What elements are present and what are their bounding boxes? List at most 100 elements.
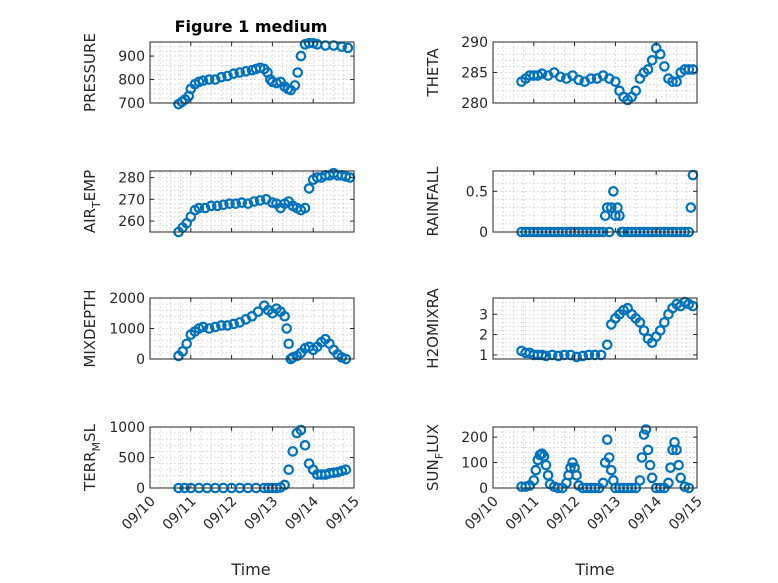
data-point <box>540 350 552 362</box>
y-tick-label: 0 <box>136 481 145 497</box>
data-point <box>216 71 227 83</box>
data-point <box>567 457 578 468</box>
data-point <box>530 464 542 476</box>
axes-frame <box>149 41 355 104</box>
data-point <box>671 444 682 456</box>
data-point <box>654 48 666 60</box>
data-point <box>230 198 241 209</box>
data-point <box>610 76 621 87</box>
air-temp-axes: 260 270 280 AIRTEMP <box>81 167 356 238</box>
data-point <box>234 67 246 78</box>
pressure-axes: 700 800 900 PRESSURE <box>81 33 355 112</box>
y-axis-label: TERRMSL <box>81 423 103 492</box>
axes-frame <box>149 170 355 233</box>
y-tick-label: 0 <box>136 352 145 368</box>
data-point <box>603 452 615 463</box>
data-point <box>218 199 229 211</box>
y-tick-label: 2000 <box>109 291 145 307</box>
x-tick-label: 09/14 <box>282 493 322 533</box>
y-tick-label: 0 <box>479 481 488 497</box>
data-point <box>340 464 352 475</box>
data-point <box>292 67 303 78</box>
data-point <box>242 198 254 209</box>
y-tick-label: 3 <box>479 307 488 323</box>
data-point <box>299 439 311 451</box>
x-tick-label: 09/10 <box>462 494 502 534</box>
data-point <box>203 74 215 85</box>
y-tick-label: 290 <box>461 35 488 51</box>
y-tick-label: 270 <box>118 192 145 208</box>
data-point <box>254 195 266 206</box>
y-tick-label: 900 <box>118 49 145 65</box>
data-point <box>601 339 613 351</box>
data-point <box>659 317 670 328</box>
data-point <box>646 54 658 66</box>
data-point <box>571 469 582 481</box>
data-point <box>638 325 650 336</box>
x-tick-label: 09/13 <box>241 494 281 534</box>
data-point <box>252 306 264 318</box>
x-tick-label: 09/12 <box>201 494 241 534</box>
data-point <box>295 50 307 62</box>
data-point <box>634 475 646 486</box>
theta-axes: 280 285 290 THETA <box>424 35 699 112</box>
figure-title: Figure 1 medium <box>175 17 328 36</box>
data-point <box>281 323 292 334</box>
y-axis-label: AIRTEMP <box>81 170 103 233</box>
y-tick-label: 2 <box>479 328 488 344</box>
x-tick-label: 09/11 <box>503 494 543 534</box>
data-point <box>222 320 233 331</box>
data-point <box>646 472 658 484</box>
data-point <box>283 464 295 475</box>
data-point <box>601 434 613 446</box>
y-tick-label: 0.5 <box>466 184 488 200</box>
rainfall-axes: 0 0.5 RAINFALL <box>424 166 699 241</box>
data-point <box>299 202 311 214</box>
y-tick-label: 260 <box>118 214 145 230</box>
data-point <box>216 320 227 331</box>
data-point <box>209 321 221 333</box>
data-point <box>536 68 548 80</box>
data-point <box>228 68 239 79</box>
data-point <box>197 75 209 87</box>
y-tick-label: 1000 <box>109 322 145 338</box>
terr-msl-axes: 0 500 1000 09/10 09/11 09/12 09/13 09/14 09/15 TE… <box>81 420 363 533</box>
data-point <box>573 74 584 86</box>
data-point <box>636 452 648 463</box>
x-tick-label: 09/12 <box>544 494 584 534</box>
x-tick-label: 09/13 <box>584 494 624 534</box>
data-point <box>565 462 576 473</box>
y-axis-label: MIXDEPTH <box>81 289 99 367</box>
data-point <box>634 317 646 328</box>
data-point <box>199 202 211 214</box>
data-point <box>597 477 609 489</box>
y-tick-label: 1000 <box>109 420 145 436</box>
data-point <box>585 73 597 84</box>
data-point <box>571 351 582 363</box>
data-point <box>654 325 666 336</box>
data-point <box>212 200 223 212</box>
data-point <box>601 202 613 213</box>
x-tick-label: 09/15 <box>666 494 706 534</box>
mixdepth-axes: 0 1000 2000 MIXDEPTH <box>81 289 355 368</box>
data-point <box>673 459 684 471</box>
data-point <box>342 42 354 54</box>
data-point <box>222 70 233 82</box>
y-axis-label: H2OMIXRA <box>424 288 442 369</box>
data-point <box>540 459 552 471</box>
data-point <box>642 444 654 456</box>
data-point <box>283 338 295 350</box>
data-point <box>671 76 682 87</box>
y-tick-label: 100 <box>461 456 488 472</box>
plot-area <box>493 427 697 488</box>
plot-area <box>493 171 697 232</box>
data-point <box>279 310 290 322</box>
data-point <box>224 198 235 209</box>
axes-frame <box>492 426 698 489</box>
data-point <box>614 210 625 222</box>
x-axis-label-left: Time <box>230 560 270 579</box>
y-axis-label: SUNFLUX <box>424 424 446 491</box>
y-tick-label: 285 <box>461 66 488 82</box>
data-point <box>248 196 260 207</box>
